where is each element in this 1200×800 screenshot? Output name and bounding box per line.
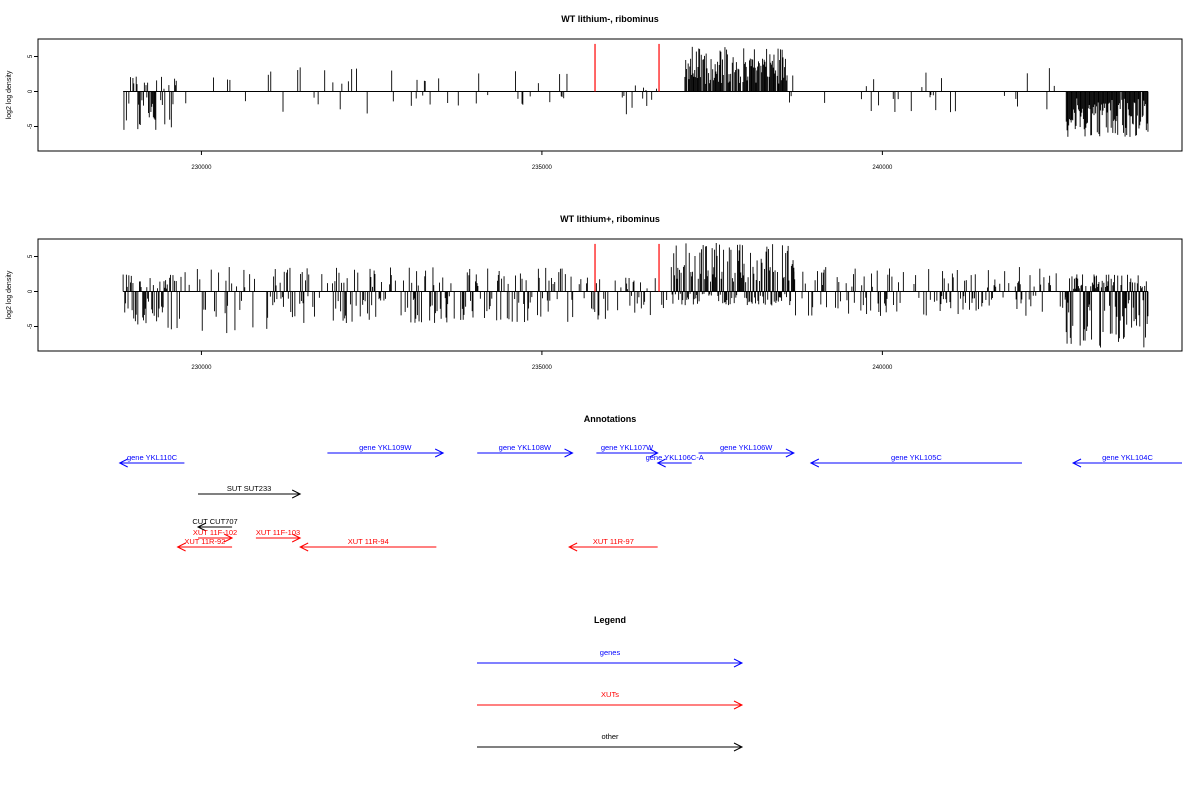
panel-title: WT lithium-, ribominus (561, 14, 659, 24)
x-tick-label: 240000 (872, 365, 893, 371)
legend: Legend genes XUTs other (477, 615, 744, 752)
panel-lithium-minus: WT lithium-, ribominus 230000 235000 24000… (6, 14, 1183, 171)
axes: 230000 235000 240000 -5 0 5 (28, 254, 893, 371)
xut-feature: XUT 11F-103 (256, 528, 302, 543)
panel-lithium-plus: WT lithium+, ribominus 230000 235000 24000… (6, 214, 1183, 371)
density-bars (123, 43, 1149, 137)
legend-label: other (601, 732, 619, 741)
arrowhead (733, 658, 744, 668)
x-tick-label: 230000 (191, 365, 212, 371)
plot-frame (37, 38, 1183, 152)
y-tick-label: 5 (28, 254, 34, 258)
xut-label: XUT 11R-97 (593, 537, 634, 546)
xut-feature: XUT 11F-102 (193, 528, 237, 543)
xut-label: XUT 11R-94 (348, 537, 389, 546)
gene-feature: gene YKL106W (698, 443, 795, 458)
arrowhead (809, 458, 820, 468)
arrowhead (176, 542, 186, 552)
density-bars (122, 243, 1149, 348)
xut-feature: XUT 11R-94 (299, 537, 437, 552)
xut-label: XUT 11F-103 (256, 528, 300, 537)
arrowhead (564, 448, 574, 458)
legend-label: XUTs (601, 690, 619, 699)
gene-feature: gene YKL109W (327, 443, 445, 458)
gene-label: gene YKL110C (127, 453, 178, 462)
gene-feature: gene YKL108W (477, 443, 574, 458)
arrowhead (434, 448, 445, 458)
legend-item: XUTs (477, 690, 744, 710)
legend-item: genes (477, 648, 744, 668)
x-tick-label: 235000 (532, 365, 553, 371)
gene-feature: gene YKL110C (118, 453, 185, 468)
xut-label: XUT 11R-92 (184, 537, 225, 546)
legend-items: genes XUTs other (477, 648, 744, 752)
arrowhead (299, 542, 309, 552)
gene-feature: gene YKL104C (1071, 453, 1182, 468)
x-tick-label: 240000 (872, 165, 893, 171)
y-tick-label: -5 (28, 123, 34, 129)
arrowhead (649, 448, 659, 458)
annotation-features: gene YKL110C gene YKL109W gene YKL108W gene… (118, 443, 1182, 552)
arrowhead (1071, 458, 1082, 468)
panel-title: WT lithium+, ribominus (560, 214, 660, 224)
y-tick-label: 0 (28, 289, 34, 293)
xut-feature: XUT 11R-92 (176, 537, 233, 552)
gene-label: gene YKL106W (720, 443, 773, 452)
arrowhead (733, 700, 744, 710)
arrowhead (733, 742, 744, 752)
gene-label: gene YKL109W (359, 443, 412, 452)
gene-label: gene YKL107W (601, 443, 654, 452)
gene-feature: gene YKL106C-A (646, 453, 704, 468)
gene-feature: gene YKL107W (596, 443, 659, 458)
gene-label: gene YKL106C-A (646, 453, 704, 462)
gene-label: gene YKL105C (891, 453, 942, 462)
legend-title: Legend (594, 615, 626, 625)
cut-label: CUT CUT707 (192, 517, 237, 526)
legend-item: other (477, 732, 744, 752)
y-tick-label: 5 (28, 54, 34, 58)
sut-feature: SUT SUT233 (198, 484, 302, 499)
y-axis-label: log2 log density (6, 70, 13, 119)
gene-feature: gene YKL105C (809, 453, 1022, 468)
annotations-title: Annotations (584, 414, 637, 424)
arrowhead (785, 448, 795, 458)
arrowhead (568, 542, 578, 552)
gene-label: gene YKL104C (1102, 453, 1153, 462)
plot-frame (37, 238, 1183, 352)
axes: 230000 235000 240000 -5 0 5 (28, 54, 893, 171)
y-tick-label: -5 (28, 323, 34, 329)
y-axis-label: log2 log density (6, 270, 13, 319)
xut-label: XUT 11F-102 (193, 528, 237, 537)
x-tick-label: 230000 (191, 165, 212, 171)
arrowhead (291, 489, 302, 499)
cut-feature: CUT CUT707 (192, 517, 238, 532)
arrowhead (196, 522, 207, 532)
x-tick-label: 235000 (532, 165, 553, 171)
y-tick-label: 0 (28, 89, 34, 93)
xut-feature: XUT 11R-97 (568, 537, 658, 552)
arrowhead (118, 458, 128, 468)
sut-label: SUT SUT233 (227, 484, 271, 493)
gene-label: gene YKL108W (499, 443, 552, 452)
arrowhead (223, 533, 234, 543)
arrowhead (291, 533, 302, 543)
arrowhead (656, 458, 666, 468)
legend-label: genes (600, 648, 621, 657)
